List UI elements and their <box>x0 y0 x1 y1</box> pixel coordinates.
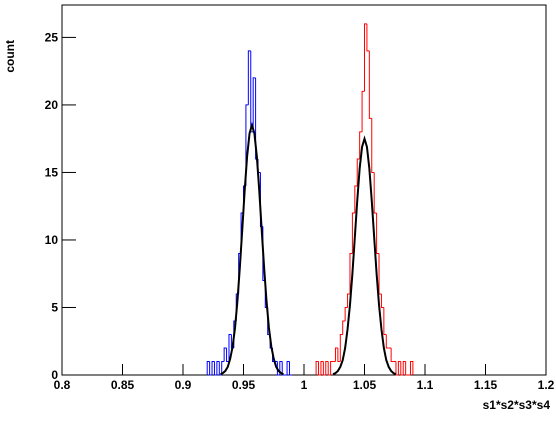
x-tick-label: 1.1 <box>417 378 434 392</box>
histogram-bin <box>281 361 285 376</box>
histogram-bin <box>221 360 225 375</box>
histogram-bin <box>402 360 406 375</box>
plot-frame <box>61 4 547 376</box>
x-tick-label: 0.85 <box>111 378 135 392</box>
y-tick-label: 5 <box>51 300 58 314</box>
histogram-bin <box>286 360 290 375</box>
histogram-bin <box>218 361 222 376</box>
x-tick-label: 1.2 <box>538 378 555 392</box>
histogram-bin <box>349 252 353 294</box>
histogram-bin <box>228 333 232 362</box>
histogram-bin <box>245 104 249 186</box>
histogram-bin <box>371 118 375 173</box>
y-axis-title: count <box>3 40 17 73</box>
histogram-bin <box>334 347 338 362</box>
x-tick-label: 1.15 <box>474 378 498 392</box>
x-axis-title: s1*s2*s3*s4 <box>483 398 551 412</box>
histogram-bin <box>320 360 324 375</box>
y-tick-label: 20 <box>45 98 59 112</box>
histogram-bin <box>400 361 404 376</box>
histogram-bin <box>252 77 256 132</box>
histogram-bin <box>390 347 394 362</box>
histogram-bin <box>380 293 384 308</box>
y-tick-label: 15 <box>45 165 59 179</box>
x-tick-label: 0.9 <box>175 378 192 392</box>
histogram-bin <box>395 361 399 376</box>
y-tick-label: 0 <box>51 368 58 382</box>
histogram-bin <box>405 361 409 376</box>
histogram-bin <box>347 293 350 308</box>
histogram-bin <box>364 23 367 92</box>
histogram-bin <box>376 212 380 254</box>
histogram-bin <box>342 320 346 335</box>
histogram-bin <box>276 361 280 376</box>
histogram-bin <box>322 361 326 376</box>
histogram-bin <box>211 360 215 375</box>
histogram-bin <box>354 185 358 213</box>
histogram-bin <box>359 131 363 159</box>
histogram-bin <box>409 360 414 375</box>
fit-curve <box>332 135 397 376</box>
x-tick-label: 0.95 <box>232 378 256 392</box>
histogram-bin <box>368 50 372 119</box>
histogram-bin <box>315 360 319 375</box>
fit-curve <box>220 121 284 376</box>
histogram-bin <box>383 307 387 335</box>
histogram-bin <box>279 360 283 375</box>
histogram-bin <box>247 50 251 105</box>
histogram-bin <box>223 347 227 362</box>
histogram-bin <box>337 347 341 362</box>
histogram-bin <box>213 361 217 376</box>
histogram-bin <box>373 172 377 214</box>
histogram-bin <box>327 361 331 376</box>
histogram-bin <box>288 361 292 376</box>
x-tick-label: 0.8 <box>54 378 71 392</box>
histogram-bin <box>318 361 321 376</box>
histogram-bin <box>226 347 229 362</box>
histogram-bin <box>330 360 334 375</box>
histogram-bin <box>385 334 389 349</box>
histogram-bin <box>206 360 210 375</box>
y-tick-label: 10 <box>45 233 59 247</box>
x-tick-label: 1.05 <box>353 378 377 392</box>
histogram-bin <box>397 360 401 375</box>
y-tick-label: 25 <box>45 30 59 44</box>
histogram-bin <box>325 360 329 375</box>
histogram-bin <box>356 158 360 186</box>
histogram-bin <box>209 361 213 376</box>
histogram-bin <box>216 360 220 375</box>
histogram-bin <box>366 23 370 52</box>
histogram-bin <box>351 212 355 254</box>
histogram-bin <box>339 333 343 362</box>
histogram-bin <box>361 90 365 132</box>
histogram-bin <box>344 306 348 321</box>
x-tick-label: 1 <box>301 378 308 392</box>
